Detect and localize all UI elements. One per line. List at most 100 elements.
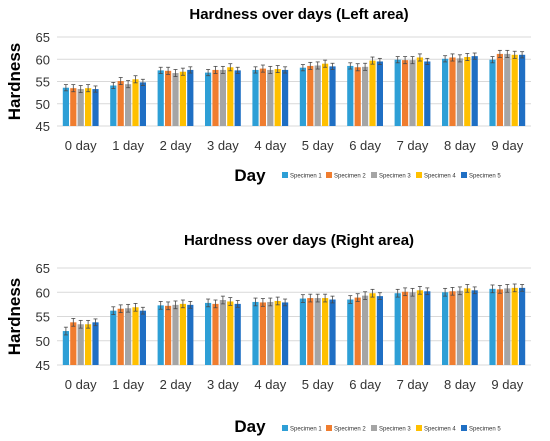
- bar: [489, 288, 496, 365]
- bar: [424, 291, 431, 365]
- bar: [139, 82, 146, 126]
- legend-label: Specimen 1: [290, 427, 322, 433]
- bar: [77, 324, 84, 365]
- bar: [519, 287, 526, 365]
- x-tick-label: 9 day: [491, 138, 523, 153]
- x-tick-label: 4 day: [254, 138, 286, 153]
- bar: [416, 57, 423, 126]
- y-tick-label: 60: [36, 52, 50, 67]
- bar: [172, 73, 179, 126]
- bar: [187, 69, 194, 126]
- bar: [282, 302, 289, 365]
- x-tick-label: 5 day: [302, 377, 334, 392]
- bar: [394, 59, 401, 126]
- bar: [299, 67, 306, 126]
- bar: [362, 66, 369, 126]
- bar: [274, 69, 281, 126]
- bar: [314, 298, 321, 365]
- y-tick-label: 50: [36, 97, 50, 112]
- bar: [212, 303, 219, 365]
- legend-label: Specimen 5: [469, 427, 501, 433]
- bar: [464, 57, 471, 126]
- y-tick-label: 55: [36, 75, 50, 90]
- bar: [234, 303, 241, 365]
- legend-swatch: [326, 172, 332, 178]
- y-axis-label: Hardness: [5, 278, 24, 355]
- x-tick-label: 1 day: [112, 138, 144, 153]
- legend-swatch: [371, 172, 377, 178]
- bar: [92, 89, 99, 126]
- bar: [212, 69, 219, 126]
- x-tick-label: 3 day: [207, 377, 239, 392]
- x-tick-label: 4 day: [254, 377, 286, 392]
- x-tick-label: 5 day: [302, 138, 334, 153]
- bar: [117, 81, 124, 126]
- bar: [85, 324, 92, 365]
- bar: [329, 66, 336, 126]
- legend-swatch: [461, 172, 467, 178]
- bar: [402, 60, 409, 126]
- x-axis-label: Day: [234, 166, 266, 185]
- bar: [504, 53, 511, 126]
- bar: [267, 301, 274, 365]
- x-tick-label: 7 day: [397, 377, 429, 392]
- bar: [449, 291, 456, 365]
- bar: [157, 70, 164, 126]
- y-tick-label: 45: [36, 358, 50, 373]
- bar: [496, 289, 503, 365]
- bar: [322, 63, 329, 126]
- bar: [329, 299, 336, 365]
- bar: [259, 68, 266, 126]
- bar: [252, 301, 259, 365]
- bar: [77, 89, 84, 126]
- x-tick-label: 3 day: [207, 138, 239, 153]
- legend-label: Specimen 4: [424, 427, 456, 433]
- bar: [299, 298, 306, 365]
- chart-0: Hardness over days (Left area) Hardness 45…: [5, 6, 531, 185]
- bar: [227, 301, 234, 365]
- bar: [416, 290, 423, 365]
- bar: [219, 300, 226, 365]
- x-tick-label: 6 day: [349, 138, 381, 153]
- bar: [205, 302, 212, 365]
- bar: [187, 304, 194, 365]
- legend-swatch: [416, 172, 422, 178]
- bar: [511, 287, 518, 365]
- bar: [172, 304, 179, 365]
- x-tick-label: 9 day: [491, 377, 523, 392]
- bar: [165, 305, 172, 365]
- bar: [409, 60, 416, 126]
- y-tick-label: 60: [36, 285, 50, 300]
- x-tick-label: 2 day: [160, 377, 192, 392]
- bar: [62, 87, 69, 126]
- bar: [205, 72, 212, 126]
- bar: [274, 300, 281, 365]
- bar: [307, 298, 314, 365]
- bar: [402, 291, 409, 365]
- bar: [92, 322, 99, 365]
- bar: [125, 308, 132, 365]
- bar: [347, 65, 354, 126]
- legend-label: Specimen 3: [379, 427, 411, 433]
- chart-title: Hardness over days (Left area): [189, 6, 408, 23]
- bar: [110, 85, 117, 126]
- bar: [70, 322, 77, 365]
- bar: [70, 88, 77, 126]
- bar: [442, 58, 449, 126]
- bar: [464, 288, 471, 365]
- x-axis-label: Day: [234, 417, 266, 436]
- bar: [376, 61, 383, 126]
- bar: [179, 303, 186, 365]
- legend-label: Specimen 2: [334, 174, 366, 180]
- legend-label: Specimen 2: [334, 427, 366, 433]
- bar: [456, 290, 463, 365]
- x-tick-label: 0 day: [65, 138, 97, 153]
- x-tick-label: 8 day: [444, 377, 476, 392]
- y-axis-label: Hardness: [5, 43, 24, 120]
- bar: [362, 295, 369, 365]
- bar: [85, 88, 92, 126]
- legend-swatch: [282, 425, 288, 431]
- chart-1: Hardness over days (Right area) Hardness 4…: [5, 232, 531, 436]
